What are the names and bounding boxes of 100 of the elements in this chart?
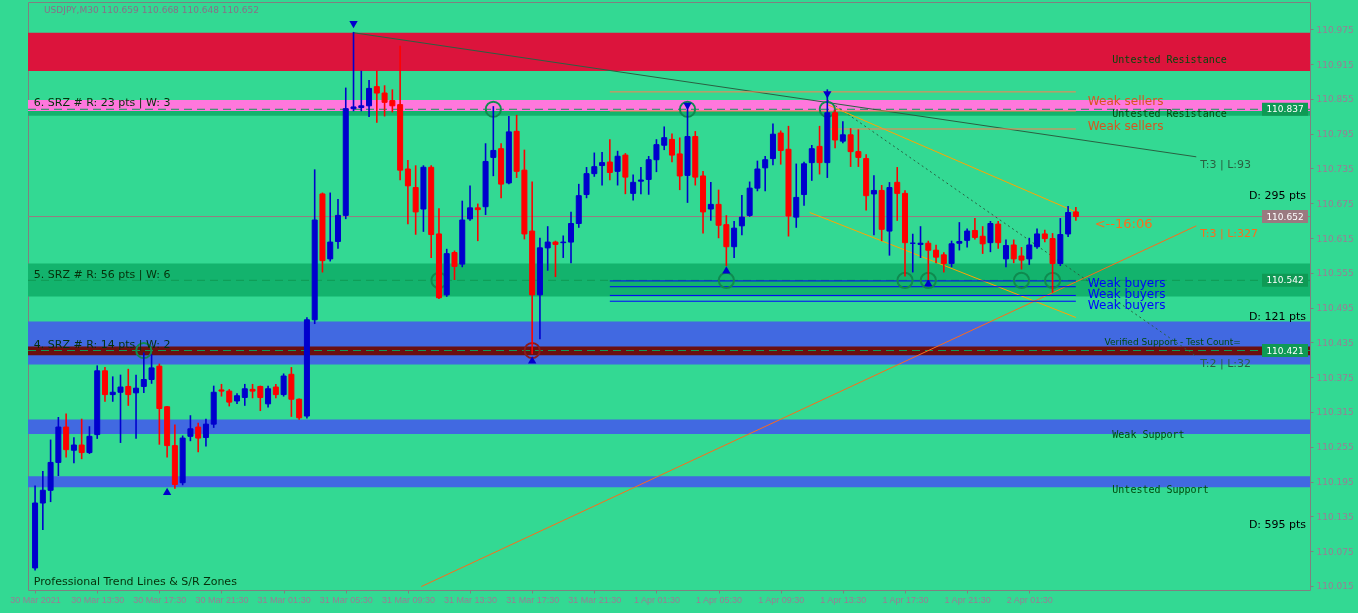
- candlestick: [451, 250, 458, 280]
- candlestick: [925, 240, 932, 280]
- y-tick-label: 110.015: [1316, 581, 1354, 592]
- x-tick-label: 30 Mar 13:30: [71, 594, 125, 605]
- y-tick-label: 110.615: [1316, 233, 1354, 244]
- candlestick: [366, 80, 373, 118]
- x-tick-label: 31 Mar 13:30: [444, 594, 498, 605]
- annotation: 6. SRZ # R: 23 pts | W: 3: [33, 96, 171, 109]
- annotation: D: 295 pts: [1248, 189, 1307, 202]
- y-tick-label: 110.495: [1316, 303, 1354, 314]
- y-tick-label: 110.795: [1316, 129, 1354, 140]
- x-tick-label: 1 Apr 09:30: [758, 594, 805, 605]
- candlestick: [630, 174, 637, 201]
- x-tick-label: 31 Mar 01:30: [257, 594, 311, 605]
- y-tick-label: 110.315: [1316, 407, 1354, 418]
- x-tick-label: 1 Apr 17:30: [882, 594, 929, 605]
- point: [349, 20, 358, 29]
- candlestick: [404, 160, 411, 225]
- x-tick-label: 31 Mar 17:30: [506, 594, 560, 605]
- annotation: <--16:06: [1094, 216, 1153, 231]
- y-tick-label: 110.555: [1316, 268, 1354, 279]
- point: [678, 100, 697, 118]
- candlestick: [327, 192, 334, 262]
- point: [717, 271, 735, 289]
- series-label: T:3 | L:93: [1199, 157, 1252, 171]
- candlestick: [70, 437, 77, 464]
- candlestick: [202, 418, 209, 447]
- point: [484, 100, 502, 118]
- candlestick: [738, 194, 745, 236]
- candlestick: [816, 125, 823, 175]
- y-tick-label: 110.375: [1316, 372, 1354, 383]
- point: [1043, 271, 1062, 289]
- candlestick: [668, 133, 675, 163]
- candlestick: [731, 220, 738, 258]
- x-tick-label: 2 Apr 01:30: [1006, 594, 1053, 605]
- candlestick: [676, 137, 683, 191]
- candlestick: [125, 368, 132, 406]
- candlestick: [707, 182, 714, 221]
- candlestick: [870, 175, 877, 236]
- annotation: D: 595 pts: [1248, 518, 1307, 531]
- candlestick: [86, 426, 93, 454]
- candlestick: [987, 220, 994, 253]
- y-tick-label: 110.075: [1316, 546, 1354, 557]
- candlestick: [1065, 205, 1072, 238]
- x-tick-label: 31 Mar 09:30: [381, 594, 435, 605]
- x-tick-label: 30 Mar 21:30: [195, 594, 249, 605]
- point: [722, 266, 731, 274]
- chart-title: USDJPY,M30 110.659 110.668 110.648 110.652: [44, 5, 260, 15]
- candlestick: [808, 145, 815, 181]
- series-label: T:3 | L:327: [1199, 226, 1259, 240]
- x-tick-label: 1 Apr 13:30: [820, 594, 867, 605]
- annotation: Weak buyers: [1087, 298, 1166, 312]
- candlestick: [280, 373, 287, 397]
- annotation: Untested Support: [1112, 484, 1209, 495]
- x-tick-label: 30 Mar 2021: [10, 594, 61, 605]
- candlestick: [614, 150, 621, 186]
- candlestick: [195, 422, 202, 453]
- point: [919, 271, 937, 289]
- x-tick-label: 30 Mar 17:30: [133, 594, 187, 605]
- ref-line-label: 110.542: [1266, 275, 1304, 286]
- candlestick: [63, 413, 70, 458]
- candlestick: [474, 203, 481, 242]
- point: [818, 100, 836, 118]
- annotation: D: 121 pts: [1248, 310, 1307, 323]
- y-tick-label: 110.735: [1316, 163, 1354, 174]
- candlestick: [1026, 237, 1033, 265]
- point: [896, 271, 914, 289]
- x-tick-label: 31 Mar 21:30: [568, 594, 622, 605]
- annotation: Professional Trend Lines & S/R Zones: [33, 575, 238, 588]
- candlestick: [622, 153, 629, 195]
- annotation: Verified Support - Test Count=: [1104, 337, 1241, 347]
- candlestick: [839, 121, 846, 144]
- point: [523, 341, 541, 360]
- y-tick-label: 110.255: [1316, 442, 1354, 453]
- candlestick: [971, 218, 978, 240]
- candlestick: [241, 383, 248, 406]
- candlestick: [1034, 228, 1041, 249]
- annotation: Untested Resistance: [1112, 54, 1227, 65]
- y-tick-label: 110.855: [1316, 94, 1354, 105]
- candlestick: [552, 240, 559, 278]
- candlestick: [490, 106, 497, 177]
- y-tick-label: 110.435: [1316, 337, 1354, 348]
- candlestick: [560, 235, 567, 258]
- candlestick: [544, 226, 551, 271]
- x-tick-label: 1 Apr 01:30: [633, 594, 680, 605]
- candlestick: [995, 220, 1002, 249]
- y-tick-label: 110.195: [1316, 477, 1354, 488]
- y-tick-label: 110.135: [1316, 511, 1354, 522]
- annotation: Untested Resistance: [1112, 108, 1227, 119]
- y-tick-label: 110.975: [1316, 24, 1354, 35]
- candlestick: [917, 226, 924, 258]
- annotation: 5. SRZ # R: 56 pts | W: 6: [33, 268, 171, 281]
- ref-line-label: 110.652: [1266, 211, 1304, 222]
- ref-line-label: 110.837: [1266, 104, 1304, 115]
- candlestick: [1002, 239, 1009, 268]
- candlestick: [940, 252, 947, 273]
- candlestick: [187, 415, 194, 442]
- candlestick: [467, 185, 474, 221]
- x-tick-label: 1 Apr 05:30: [696, 594, 743, 605]
- annotation: Weak sellers: [1087, 119, 1164, 133]
